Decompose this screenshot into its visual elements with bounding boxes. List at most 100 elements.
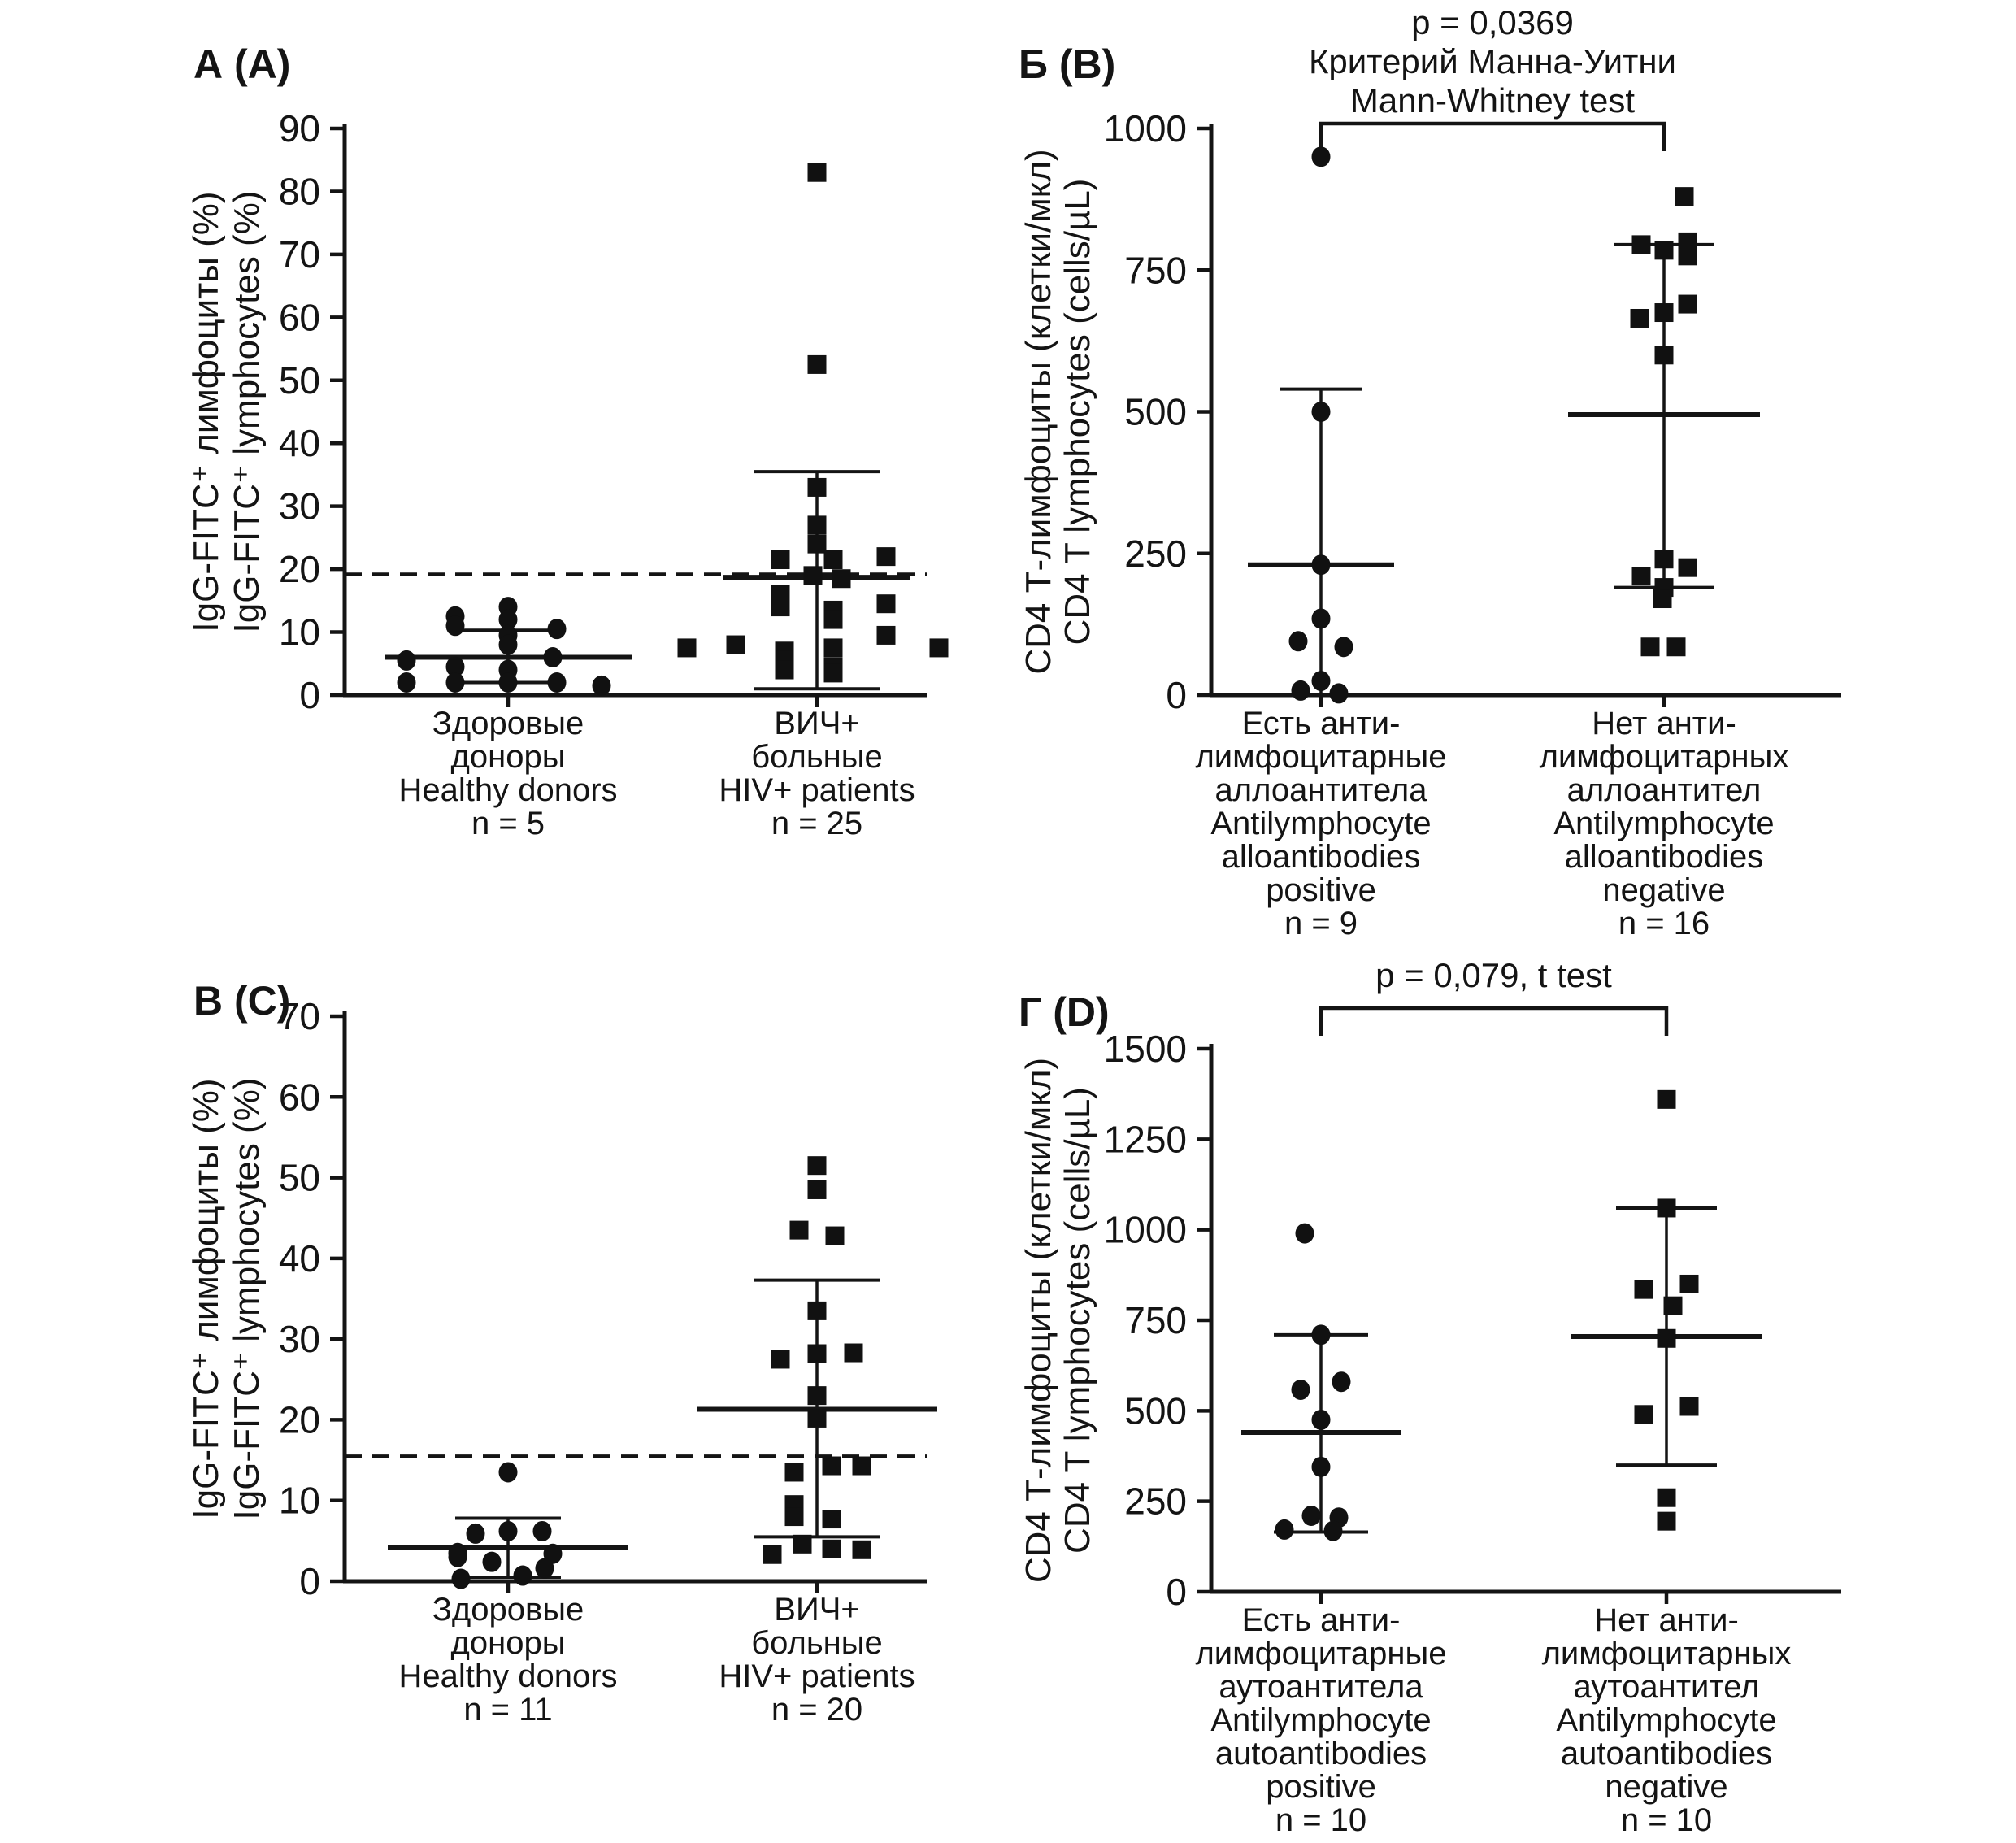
- y-tick-label: 40: [279, 422, 320, 464]
- group-label: ВИЧ+: [774, 1592, 859, 1628]
- data-point-circle: [1311, 1409, 1331, 1430]
- data-point-square: [726, 635, 745, 654]
- y-tick-label: 250: [1124, 532, 1187, 575]
- data-point-circle: [498, 634, 518, 655]
- data-point-square: [823, 610, 843, 629]
- y-axis-label: CD4 T lymphocytes (cells/µL): [1058, 179, 1097, 645]
- data-point-circle: [1311, 1456, 1331, 1477]
- data-point-circle: [1311, 671, 1331, 692]
- data-point-square: [1679, 1397, 1699, 1416]
- data-point-square: [793, 1534, 812, 1554]
- data-point-circle: [397, 650, 416, 671]
- group-label: лимфоцитарные: [1195, 739, 1446, 775]
- data-point-circle: [1311, 554, 1331, 576]
- group-label: n = 10: [1621, 1802, 1712, 1838]
- y-tick-label: 80: [279, 170, 320, 212]
- y-tick-label: 70: [279, 233, 320, 276]
- y-tick-label: 70: [279, 995, 320, 1037]
- y-tick-label: 500: [1124, 1389, 1187, 1432]
- group-label: Antilymphocyte: [1210, 1702, 1431, 1738]
- data-point-square: [807, 477, 827, 497]
- y-tick-label: 10: [279, 611, 320, 654]
- group-left: Есть анти-лимфоцитарныеаутоантителаAntil…: [1195, 1223, 1447, 1838]
- group-label: HIV+ patients: [719, 1658, 915, 1694]
- group-label: n = 10: [1275, 1802, 1366, 1838]
- data-point-square: [784, 1507, 804, 1527]
- group-label: Healthy donors: [398, 772, 617, 808]
- data-point-square: [852, 1456, 871, 1476]
- data-point-circle: [448, 1546, 467, 1567]
- data-point-square: [929, 638, 949, 658]
- y-tick-label: 0: [1166, 1571, 1187, 1613]
- data-point-circle: [451, 1568, 471, 1589]
- data-point-square: [1654, 550, 1674, 569]
- data-point-circle: [445, 656, 465, 677]
- y-tick-label: 750: [1124, 1299, 1187, 1341]
- group-label: n = 20: [771, 1692, 862, 1728]
- group-label: positive: [1266, 1769, 1376, 1805]
- data-point-circle: [532, 1520, 552, 1541]
- data-point-square: [1657, 1328, 1676, 1348]
- panel-label: В (C): [193, 978, 290, 1024]
- data-point-circle: [1323, 1520, 1343, 1541]
- y-axis-label: IgG-FITC⁺ лимфоциты (%): [186, 1078, 226, 1519]
- data-point-square: [1666, 637, 1686, 657]
- group-label: negative: [1605, 1769, 1727, 1805]
- data-point-square: [1657, 1488, 1676, 1507]
- data-point-circle: [1295, 1223, 1314, 1244]
- data-point-square: [789, 1220, 809, 1240]
- data-point-circle: [1311, 146, 1331, 167]
- stat-test-title: p = 0,079, t test: [1375, 956, 1612, 994]
- data-point-square: [1654, 346, 1674, 365]
- data-point-square: [1678, 246, 1697, 266]
- panel-B: Б (B) 0 250 500 750 1000 CD4 Т-лимфоциты (клет…: [1019, 3, 1841, 941]
- data-point-square: [1654, 241, 1674, 260]
- data-point-circle: [1311, 402, 1331, 422]
- y-tick-label: 0: [299, 674, 320, 716]
- group-label: n = 11: [463, 1692, 552, 1728]
- panel-C: В (C) 0 10 20 30 40 50 60 70 IgG-FITC⁺ лимфоциты …: [186, 978, 937, 1728]
- group-label: n = 16: [1618, 906, 1710, 941]
- data-point-circle: [547, 619, 567, 640]
- data-point-circle: [513, 1565, 532, 1586]
- y-axis-label: CD4 Т-лимфоциты (клетки/мкл): [1019, 1058, 1058, 1583]
- group-label: лимфоцитарные: [1195, 1636, 1446, 1671]
- data-point-square: [763, 1545, 782, 1564]
- y-tick-label: 500: [1124, 391, 1187, 433]
- data-point-square: [807, 1180, 827, 1199]
- stat-test-title: Критерий Манна-Уитни: [1309, 42, 1676, 80]
- group-label: Antilymphocyte: [1210, 806, 1431, 841]
- y-tick-label: 1500: [1104, 1028, 1187, 1070]
- data-point-square: [771, 1350, 790, 1369]
- y-tick-label: 0: [299, 1560, 320, 1602]
- data-point-square: [807, 1301, 827, 1320]
- y-tick-label: 50: [279, 359, 320, 402]
- panel-D: Г (D) 0 250 500 750 1000 1250 1500 CD4 Т-лимфоци…: [1019, 956, 1841, 1838]
- group-label: больные: [751, 739, 883, 775]
- group-label: ВИЧ+: [774, 706, 859, 741]
- y-tick-label: 20: [279, 548, 320, 590]
- data-point-square: [807, 163, 827, 182]
- group-label: доноры: [451, 1625, 566, 1661]
- data-point-square: [1663, 1296, 1683, 1315]
- data-point-square: [1657, 1198, 1676, 1218]
- group-label: Здоровые: [432, 706, 584, 741]
- group-label: Есть анти-: [1242, 706, 1401, 741]
- data-point-square: [1634, 1280, 1653, 1299]
- data-point-circle: [498, 672, 518, 693]
- data-point-square: [1634, 1405, 1653, 1424]
- data-point-square: [844, 1343, 863, 1363]
- group-label: Antilymphocyte: [1553, 806, 1774, 841]
- data-point-square: [807, 1408, 827, 1428]
- panel-label: А (А): [193, 41, 290, 87]
- data-point-square: [876, 547, 896, 567]
- data-point-square: [807, 1344, 827, 1363]
- group-label: аллоантител: [1567, 772, 1762, 808]
- data-point-square: [822, 1539, 841, 1558]
- group-label: Нет анти-: [1592, 706, 1736, 741]
- group-label: alloantibodies: [1222, 839, 1421, 875]
